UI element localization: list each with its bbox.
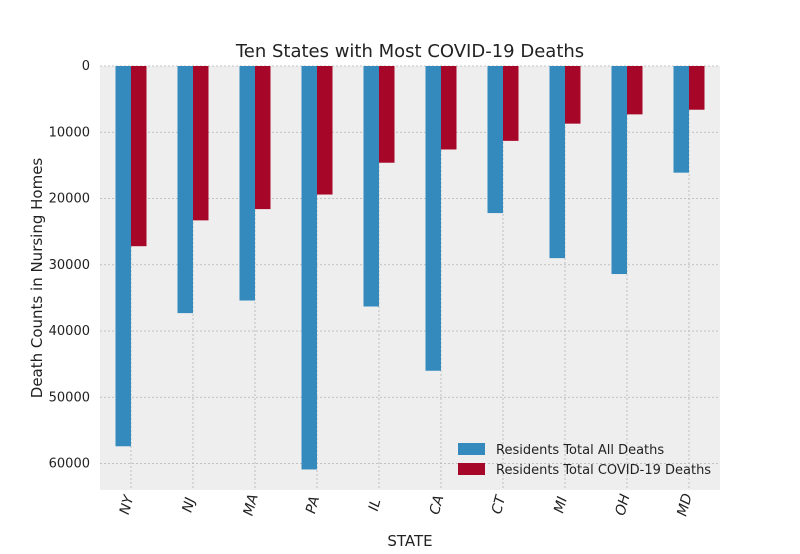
x-tick-label: CT xyxy=(489,493,510,516)
legend-swatch-covid-deaths xyxy=(458,463,485,475)
bar-covid-deaths-il xyxy=(379,66,395,163)
x-tick-label: MD xyxy=(674,492,695,518)
bar-all-deaths-ma xyxy=(239,66,255,301)
bar-all-deaths-nj xyxy=(177,66,193,314)
bar-all-deaths-ca xyxy=(425,66,441,371)
y-tick-label: 60000 xyxy=(49,457,90,472)
y-axis-ticks: 0 10000 20000 30000 40000 50000 60000 xyxy=(49,59,90,472)
x-tick-label: NJ xyxy=(180,496,199,514)
y-tick-label: 40000 xyxy=(49,324,90,339)
y-axis-label: Death Counts in Nursing Homes xyxy=(28,158,46,399)
y-tick-label: 30000 xyxy=(49,258,90,273)
bar-covid-deaths-ny xyxy=(131,66,147,247)
bar-covid-deaths-oh xyxy=(627,66,643,115)
bar-covid-deaths-mi xyxy=(565,66,581,124)
chart-title: Ten States with Most COVID-19 Deaths xyxy=(235,41,584,62)
x-tick-label: MI xyxy=(551,495,571,515)
x-tick-label: OH xyxy=(613,492,634,517)
legend-label-all-deaths: Residents Total All Deaths xyxy=(496,443,664,458)
x-tick-label: NY xyxy=(117,492,138,516)
bars xyxy=(115,66,705,470)
bar-all-deaths-md xyxy=(673,66,689,173)
bar-all-deaths-il xyxy=(363,66,379,307)
bar-all-deaths-pa xyxy=(301,66,317,470)
x-tick-label: MA xyxy=(241,492,262,517)
bar-covid-deaths-pa xyxy=(317,66,333,195)
x-axis-ticks: NY NJ MA PA IL CA CT MI OH MD xyxy=(117,492,696,518)
x-axis-label: STATE xyxy=(387,532,432,550)
y-tick-label: 50000 xyxy=(49,390,90,405)
bar-covid-deaths-md xyxy=(689,66,705,110)
bar-all-deaths-ny xyxy=(115,66,131,447)
bar-covid-deaths-nj xyxy=(193,66,209,221)
legend: Residents Total All Deaths Residents Tot… xyxy=(458,443,711,478)
x-tick-label: IL xyxy=(366,497,385,513)
y-tick-label: 10000 xyxy=(49,125,90,140)
bar-all-deaths-mi xyxy=(549,66,565,259)
bar-all-deaths-ct xyxy=(487,66,503,214)
y-tick-label: 0 xyxy=(82,59,90,74)
bar-covid-deaths-ct xyxy=(503,66,519,141)
bar-all-deaths-oh xyxy=(611,66,627,275)
x-tick-label: CA xyxy=(427,494,447,517)
bar-covid-deaths-ca xyxy=(441,66,457,150)
legend-swatch-all-deaths xyxy=(458,443,485,455)
legend-label-covid-deaths: Residents Total COVID-19 Deaths xyxy=(496,463,711,478)
y-tick-label: 20000 xyxy=(49,192,90,207)
bar-covid-deaths-ma xyxy=(255,66,271,210)
x-tick-label: PA xyxy=(303,495,323,516)
